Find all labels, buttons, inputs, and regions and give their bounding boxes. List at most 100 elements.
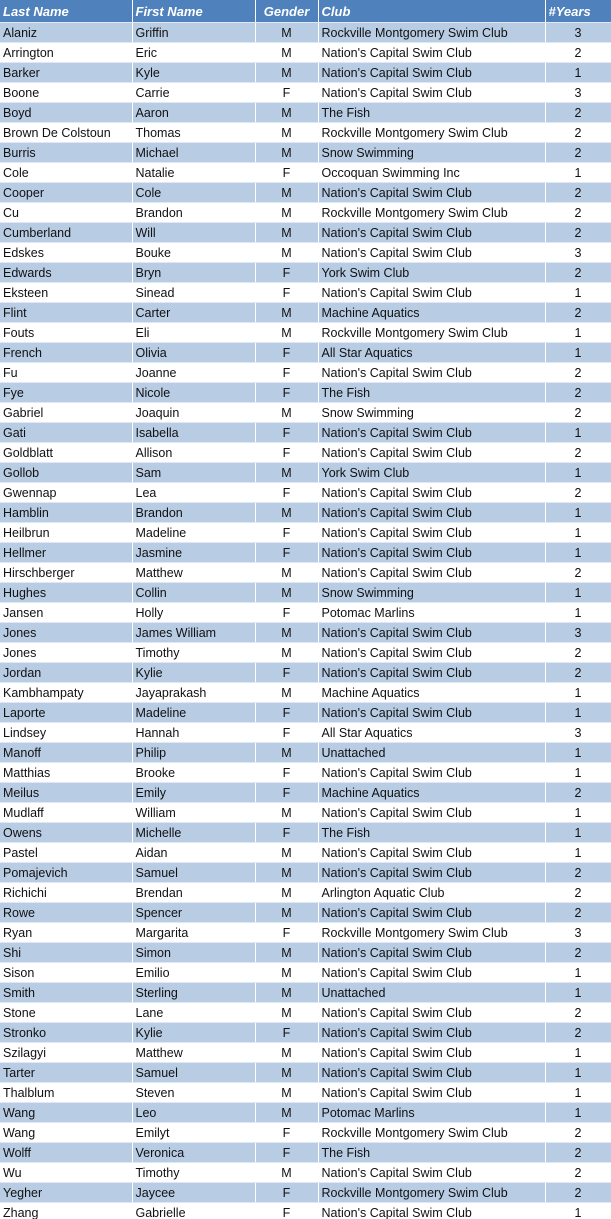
table-cell: 2 [545,562,611,583]
table-row: Boone Carrie F Nation's Capital Swim Club 3 [0,82,611,103]
table-cell: M [255,142,319,163]
table-cell: Jordan [0,662,133,683]
table-cell: M [255,802,319,823]
table-row: Zhang Gabrielle F Nation's Capital Swim Clu… [0,1202,611,1219]
table-cell: F [255,1122,319,1143]
table-cell: Nation's Capital Swim Club [318,542,546,563]
table-cell: 1 [545,842,611,863]
table-row: Wang Leo M Potomac Marlins 1 [0,1102,611,1123]
table-cell: M [255,982,319,1003]
table-cell: Barker [0,62,133,83]
table-cell: Matthew [132,1042,256,1063]
table-cell: 3 [545,922,611,943]
table-cell: Bryn [132,262,256,283]
table-row: Stone Lane M Nation's Capital Swim Club 2 [0,1002,611,1023]
table-cell: Leo [132,1102,256,1123]
table-cell: M [255,302,319,323]
table-cell: M [255,202,319,223]
table-cell: Timothy [132,642,256,663]
table-cell: Hamblin [0,502,133,523]
table-cell: Jansen [0,602,133,623]
table-cell: Stone [0,1002,133,1023]
table-cell: 1 [545,702,611,723]
table-cell: F [255,1182,319,1203]
table-cell: 1 [545,1042,611,1063]
table-cell: Jones [0,622,133,643]
table-cell: Machine Aquatics [318,782,546,803]
column-header: Last Name [0,0,133,23]
table-cell: Rockville Montgomery Swim Club [318,1182,546,1203]
table-row: Cooper Cole M Nation's Capital Swim Club 2 [0,182,611,203]
table-row: Edskes Bouke M Nation's Capital Swim Club 3 [0,242,611,263]
table-cell: 3 [545,82,611,103]
table-cell: 2 [545,402,611,423]
table-cell: Jaycee [132,1182,256,1203]
table-cell: Madeline [132,522,256,543]
table-cell: Nation's Capital Swim Club [318,622,546,643]
table-cell: 2 [545,42,611,63]
table-cell: Brown De Colstoun [0,122,133,143]
table-cell: Yegher [0,1182,133,1203]
table-cell: Holly [132,602,256,623]
table-cell: Brandon [132,202,256,223]
table-cell: The Fish [318,1142,546,1163]
table-cell: F [255,442,319,463]
table-cell: Fouts [0,322,133,343]
table-cell: Zhang [0,1202,133,1219]
table-cell: Nation's Capital Swim Club [318,182,546,203]
table-cell: Natalie [132,162,256,183]
table-cell: Nation's Capital Swim Club [318,902,546,923]
table-cell: Michael [132,142,256,163]
table-cell: F [255,602,319,623]
table-cell: M [255,622,319,643]
table-cell: Boyd [0,102,133,123]
table-cell: Emily [132,782,256,803]
table-cell: Nicole [132,382,256,403]
table-cell: Gwennap [0,482,133,503]
table-cell: Rockville Montgomery Swim Club [318,22,546,43]
table-cell: 2 [545,1182,611,1203]
table-row: Ryan Margarita F Rockville Montgomery Swim … [0,922,611,943]
table-cell: Philip [132,742,256,763]
table-cell: Matthias [0,762,133,783]
table-cell: 2 [545,1142,611,1163]
table-cell: M [255,882,319,903]
table-cell: 2 [545,782,611,803]
table-cell: M [255,242,319,263]
table-row: Wu Timothy M Nation's Capital Swim Club 2 [0,1162,611,1183]
table-cell: 2 [545,202,611,223]
table-cell: Eksteen [0,282,133,303]
table-cell: F [255,542,319,563]
table-cell: Rockville Montgomery Swim Club [318,1122,546,1143]
table-row: Jansen Holly F Potomac Marlins 1 [0,602,611,623]
table-cell: Margarita [132,922,256,943]
table-cell: Cole [0,162,133,183]
table-cell: 1 [545,542,611,563]
table-cell: 2 [545,182,611,203]
table-cell: Matthew [132,562,256,583]
table-row: Wolff Veronica F The Fish 2 [0,1142,611,1163]
table-cell: 1 [545,762,611,783]
table-cell: Rockville Montgomery Swim Club [318,202,546,223]
table-cell: Wang [0,1102,133,1123]
table-cell: 2 [545,142,611,163]
table-cell: Rockville Montgomery Swim Club [318,122,546,143]
table-cell: M [255,122,319,143]
table-row: Cu Brandon M Rockville Montgomery Swim Club… [0,202,611,223]
table-cell: Brandon [132,502,256,523]
table-cell: 2 [545,1022,611,1043]
table-cell: Rockville Montgomery Swim Club [318,922,546,943]
table-cell: Timothy [132,1162,256,1183]
table-cell: Owens [0,822,133,843]
table-row: Meilus Emily F Machine Aquatics 2 [0,782,611,803]
table-cell: F [255,362,319,383]
table-cell: Olivia [132,342,256,363]
column-header: Gender [255,0,319,23]
table-cell: Nation's Capital Swim Club [318,702,546,723]
table-cell: M [255,1042,319,1063]
table-cell: M [255,182,319,203]
table-cell: Isabella [132,422,256,443]
table-cell: Nation's Capital Swim Club [318,942,546,963]
table-cell: Occoquan Swimming Inc [318,162,546,183]
table-cell: F [255,722,319,743]
